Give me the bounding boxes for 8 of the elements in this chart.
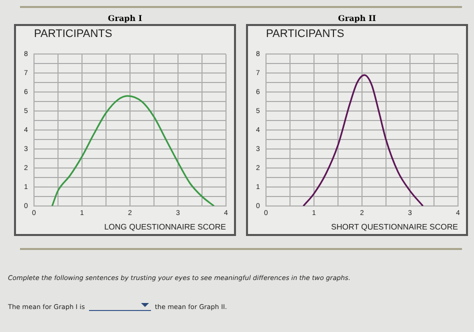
chart-title: Graph I bbox=[106, 12, 144, 24]
x-axis-title: LONG QUESTIONNAIRE SCORE bbox=[104, 222, 226, 232]
chart-title: Graph II bbox=[337, 12, 377, 24]
line-series bbox=[302, 74, 424, 206]
y-axis-title: PARTICIPANTS bbox=[34, 28, 112, 40]
x-axis-title: SHORT QUESTIONNAIRE SCORE bbox=[331, 222, 458, 232]
line-series bbox=[51, 95, 215, 206]
y-axis-title: PARTICIPANTS bbox=[266, 28, 344, 40]
